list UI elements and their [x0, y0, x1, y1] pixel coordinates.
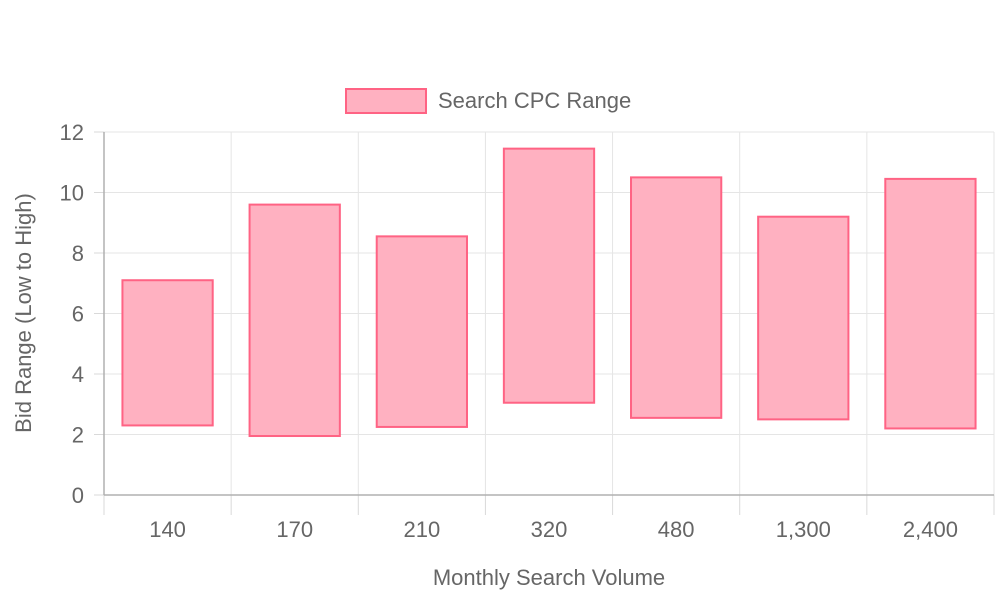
range-bar[interactable] — [121, 279, 214, 427]
y-tick-label: 8 — [72, 241, 84, 266]
x-tick-label: 2,400 — [903, 517, 958, 542]
range-bar[interactable] — [884, 177, 977, 430]
x-tick-label: 1,300 — [776, 517, 831, 542]
legend[interactable]: Search CPC Range — [345, 88, 631, 114]
y-tick-label: 2 — [72, 423, 84, 448]
legend-swatch — [345, 88, 427, 114]
y-tick-label: 4 — [72, 362, 84, 387]
y-tick-label: 12 — [60, 120, 84, 145]
x-axis-title: Monthly Search Volume — [433, 565, 665, 590]
y-tick-label: 6 — [72, 302, 84, 327]
range-bar[interactable] — [502, 147, 596, 404]
y-axis-title: Bid Range (Low to High) — [11, 193, 36, 433]
axes: 0 2 4 6 8 10 12 140 170 210 320 480 1,300 2,400 — [60, 120, 995, 542]
x-tick-label: 140 — [149, 517, 186, 542]
range-bar[interactable] — [757, 215, 850, 421]
x-tick-label: 170 — [276, 517, 313, 542]
bars — [121, 147, 977, 438]
y-tick-label: 10 — [60, 181, 84, 206]
x-tick-label: 320 — [531, 517, 568, 542]
range-bar[interactable] — [630, 176, 723, 419]
legend-label: Search CPC Range — [438, 88, 631, 113]
x-tick-label: 480 — [658, 517, 695, 542]
range-bar[interactable] — [375, 235, 468, 428]
y-tick-label: 0 — [72, 483, 84, 508]
x-tick-label: 210 — [403, 517, 440, 542]
range-bar[interactable] — [248, 203, 341, 438]
